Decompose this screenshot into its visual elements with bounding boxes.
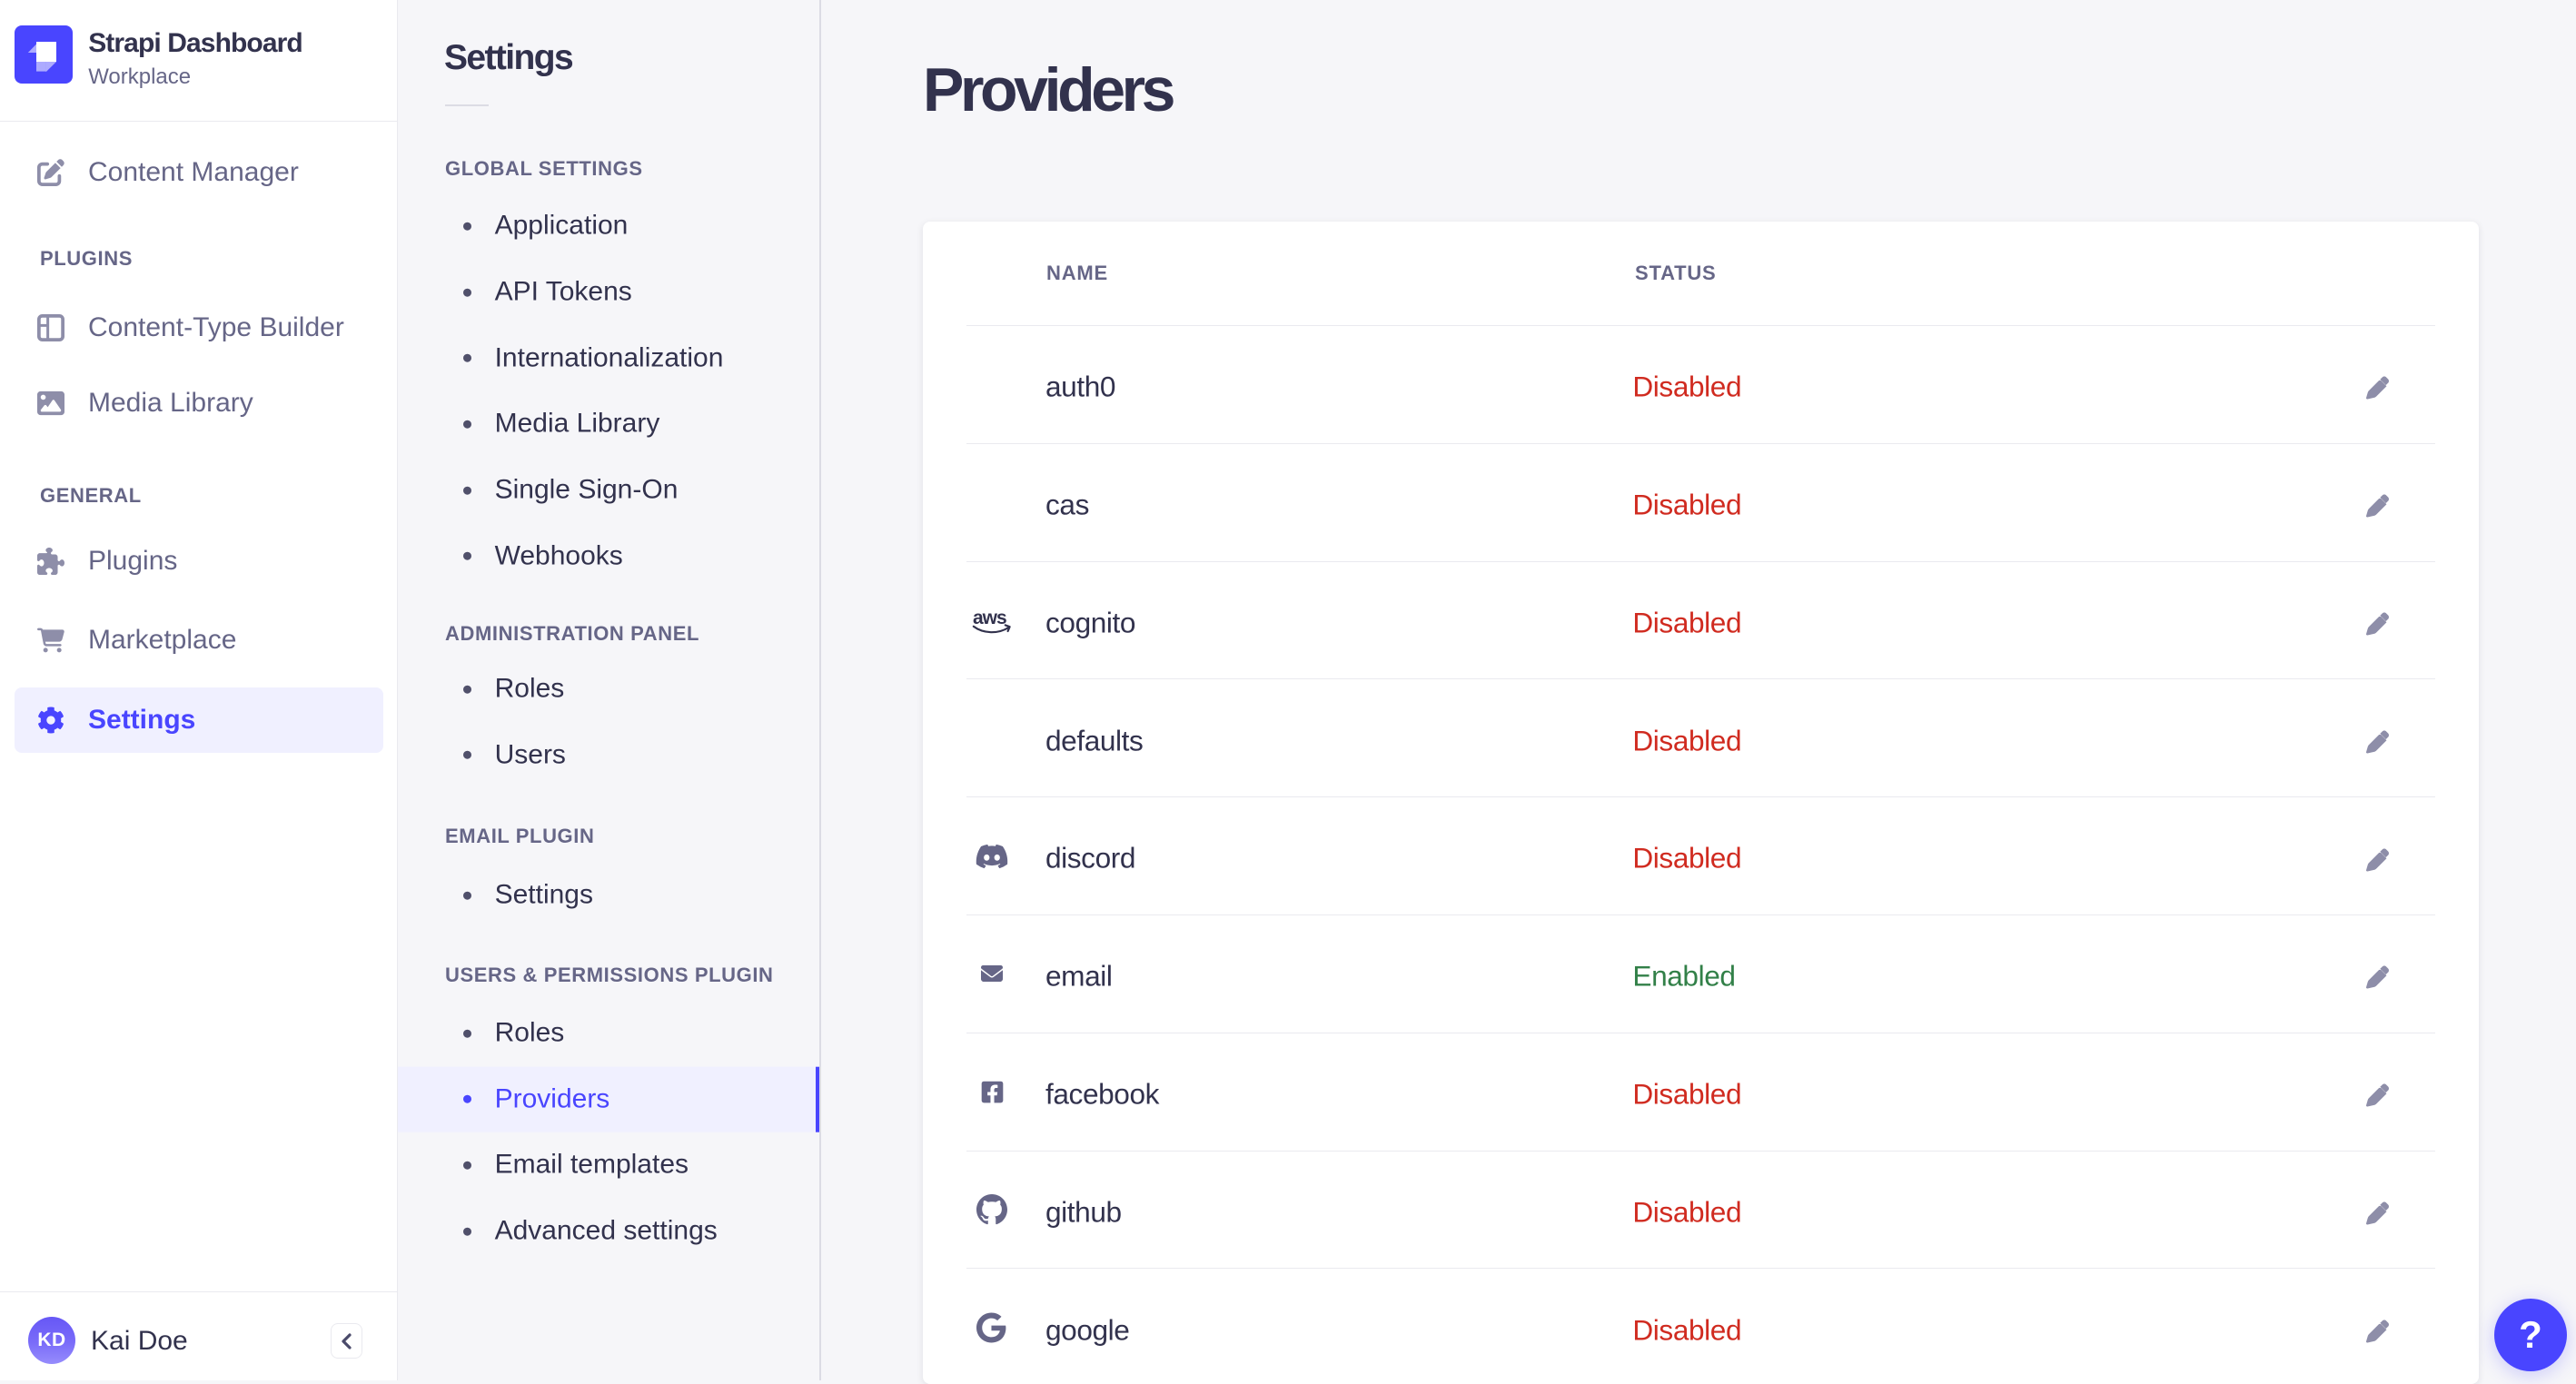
- svg-text:aws: aws: [973, 608, 1006, 628]
